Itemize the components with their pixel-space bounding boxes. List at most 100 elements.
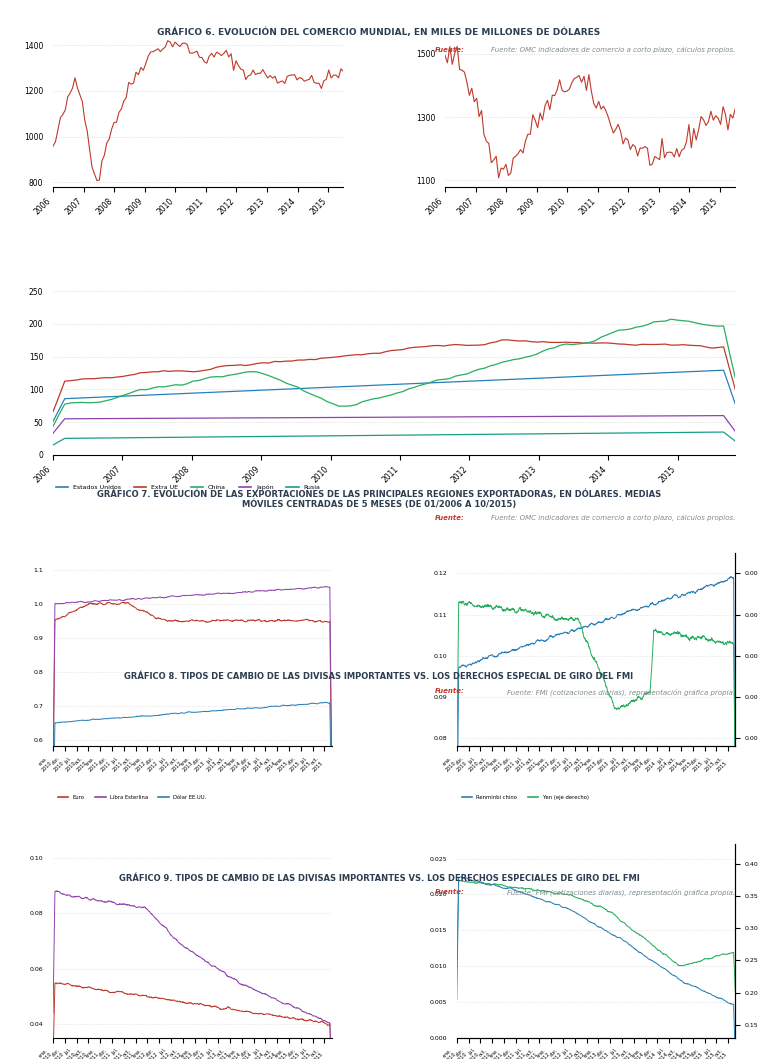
Japón <box>573 410 582 423</box>
Peso mexicano <box>177 995 186 1008</box>
Estados Unidos <box>719 364 728 377</box>
Peso mexicano <box>173 994 182 1007</box>
Renminbi chino <box>726 570 735 582</box>
Estados Unidos <box>124 390 133 402</box>
Line: Japón: Japón <box>53 415 735 433</box>
Rublo ruso <box>485 878 494 891</box>
Real brasileño (eje derecho) <box>571 905 580 918</box>
Peso mexicano <box>49 1053 58 1059</box>
Dólar EE.UU. <box>321 696 330 708</box>
Extra UE <box>590 337 600 349</box>
Dólar EE.UU. <box>327 805 336 818</box>
Extra UE <box>527 336 536 348</box>
Rusia <box>585 427 594 439</box>
Renminbi chino <box>611 611 620 624</box>
Yen (eje derecho) <box>611 702 620 715</box>
Rublo ruso <box>731 984 740 997</box>
Japón <box>124 412 133 425</box>
Libra Esterlina <box>70 596 79 609</box>
Japón <box>731 425 740 437</box>
Text: Fuente:: Fuente: <box>435 515 465 521</box>
Text: MÓVILES CENTRADAS DE 5 MESES (DE 01/2006 A 10/2015): MÓVILES CENTRADAS DE 5 MESES (DE 01/2006… <box>242 500 516 509</box>
Rand Sudafricano <box>70 891 80 903</box>
Libra Esterlina <box>177 590 186 603</box>
Text: GRÁFICO 9. TIPOS DE CAMBIO DE LAS DIVISAS IMPORTANTES VS. LOS DERECHOS ESPECIALE: GRÁFICO 9. TIPOS DE CAMBIO DE LAS DIVISA… <box>118 874 640 882</box>
Rusia <box>124 431 133 444</box>
Renminbi chino <box>581 620 590 632</box>
Extra UE <box>579 337 588 349</box>
China <box>731 372 740 384</box>
Estados Unidos <box>585 370 594 382</box>
Text: Fuente: FMI (cotizaciones diarias), representación gráfica propia.: Fuente: FMI (cotizaciones diarias), repr… <box>507 889 735 896</box>
Line: Rusia: Rusia <box>53 432 735 445</box>
Euro <box>81 598 90 611</box>
Japón <box>189 412 198 425</box>
Text: Fuente: OMC indicadores de comercio a corto plazo, cálculos propios.: Fuente: OMC indicadores de comercio a co… <box>491 47 735 53</box>
Yen (eje derecho) <box>453 766 462 778</box>
Rublo ruso <box>581 895 590 908</box>
Japón <box>585 410 594 423</box>
Estados Unidos <box>282 382 291 395</box>
Rand Sudafricano <box>52 884 61 897</box>
Real brasileño (eje derecho) <box>456 870 465 883</box>
Euro <box>177 615 186 628</box>
Rublo ruso <box>611 909 620 921</box>
Extra UE <box>189 365 198 378</box>
Extra UE <box>731 383 740 396</box>
Estados Unidos <box>521 373 530 385</box>
Text: GRÁFICO 8. TIPOS DE CAMBIO DE LAS DIVISAS IMPORTANTES VS. LOS DERECHOS ESPECIAL : GRÁFICO 8. TIPOS DE CAMBIO DE LAS DIVISA… <box>124 672 634 681</box>
Yen (eje derecho) <box>576 620 585 632</box>
Estados Unidos <box>731 397 740 410</box>
Peso mexicano <box>70 980 80 992</box>
Yen (eje derecho) <box>581 635 590 648</box>
China <box>521 351 530 363</box>
Dólar EE.UU. <box>70 715 79 728</box>
Rusia <box>719 426 728 438</box>
Text: Fuente:: Fuente: <box>435 47 465 53</box>
Rusia <box>49 438 58 451</box>
Legend: Renminbi chino, Yen (eje derecho): Renminbi chino, Yen (eje derecho) <box>459 792 590 802</box>
Rusia <box>282 430 291 443</box>
Euro <box>207 614 216 627</box>
China <box>189 375 198 388</box>
Line: Real brasileño (eje derecho): Real brasileño (eje derecho) <box>457 877 735 1057</box>
Estados Unidos <box>573 371 582 383</box>
Rand Sudafricano <box>49 1007 58 1020</box>
Libra Esterlina <box>327 741 336 754</box>
Line: Extra UE: Extra UE <box>53 340 735 412</box>
Line: Dólar EE.UU.: Dólar EE.UU. <box>53 702 331 833</box>
Real brasileño (eje derecho) <box>474 875 483 887</box>
Rand Sudafricano <box>167 929 176 941</box>
Dólar EE.UU. <box>167 707 176 720</box>
Text: Fuente: OMC indicadores de comercio a corto plazo, cálculos propios.: Fuente: OMC indicadores de comercio a co… <box>491 515 735 521</box>
Euro <box>173 614 182 627</box>
Line: Peso mexicano: Peso mexicano <box>53 983 331 1059</box>
Renminbi chino <box>571 625 580 638</box>
Rublo ruso <box>453 953 462 966</box>
Rand Sudafricano <box>82 892 91 904</box>
Libra Esterlina <box>172 590 181 603</box>
Euro <box>167 615 176 628</box>
Real brasileño (eje derecho) <box>611 930 620 943</box>
Dólar EE.UU. <box>81 714 90 726</box>
Line: Renminbi chino: Renminbi chino <box>457 576 735 868</box>
Rand Sudafricano <box>173 934 182 947</box>
Peso mexicano <box>82 981 91 993</box>
Renminbi chino <box>485 649 494 662</box>
Yen (eje derecho) <box>459 595 468 608</box>
Yen (eje derecho) <box>571 613 580 626</box>
Euro <box>327 760 336 773</box>
Renminbi chino <box>576 622 585 634</box>
Euro <box>49 775 58 788</box>
Line: Libra Esterlina: Libra Esterlina <box>53 587 331 774</box>
Yen (eje derecho) <box>474 599 483 612</box>
Rand Sudafricano <box>207 959 216 972</box>
Legend: Estados Unidos, Extra UE, China, Japón, Rusia: Estados Unidos, Extra UE, China, Japón, … <box>53 482 323 492</box>
Japón <box>282 411 291 424</box>
China <box>49 420 58 433</box>
Renminbi chino <box>731 791 740 804</box>
Dólar EE.UU. <box>207 704 216 717</box>
Extra UE <box>282 355 291 367</box>
Libra Esterlina <box>207 588 216 600</box>
Yen (eje derecho) <box>485 599 494 612</box>
